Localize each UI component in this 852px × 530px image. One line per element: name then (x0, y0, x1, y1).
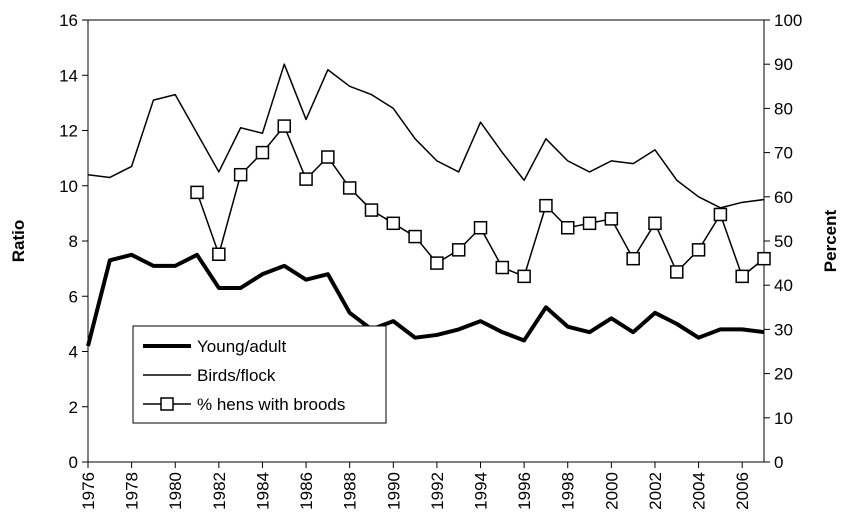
series-marker (626, 251, 640, 266)
y2-tick-label: 40 (774, 276, 793, 295)
series-marker (648, 216, 662, 231)
legend-marker (160, 397, 174, 411)
series-marker (342, 181, 357, 195)
y-tick-label: 2 (69, 398, 78, 417)
series-marker (604, 212, 619, 226)
y2-tick-label: 0 (774, 453, 783, 472)
y2-tick-label: 60 (774, 188, 793, 207)
x-tick-label: 2006 (733, 472, 752, 510)
y2-tick-label: 100 (774, 11, 802, 30)
x-tick-label: 2000 (602, 472, 621, 510)
series-marker (364, 203, 379, 217)
legend-label: Young/adult (197, 337, 286, 356)
series-marker (691, 243, 706, 257)
x-tick-label: 1992 (428, 472, 447, 510)
series-line (86, 252, 765, 347)
series-marker (713, 207, 728, 222)
x-tick-label: 2004 (690, 472, 709, 510)
series-marker (582, 216, 597, 231)
series-marker (255, 145, 270, 160)
x-tick-label: 1984 (253, 472, 272, 510)
series-marker (233, 167, 248, 182)
x-tick-label: 2002 (646, 472, 665, 510)
series-line (196, 125, 765, 278)
y2-tick-label: 70 (774, 144, 793, 163)
y-axis-title: Ratio (9, 220, 28, 263)
y-tick-label: 4 (69, 343, 78, 362)
y2-tick-label: 20 (774, 365, 793, 384)
series-marker (670, 265, 684, 279)
x-tick-label: 1976 (79, 472, 98, 510)
y-tick-label: 0 (69, 453, 78, 472)
y-tick-label: 8 (69, 232, 78, 251)
series-marker (560, 220, 575, 235)
series-marker (495, 260, 510, 275)
y2-tick-label: 30 (774, 320, 793, 339)
y-tick-label: 16 (59, 11, 78, 30)
x-tick-label: 1994 (472, 472, 491, 510)
y-tick-label: 6 (69, 287, 78, 306)
y-tick-label: 10 (59, 177, 78, 196)
series-marker (408, 229, 422, 244)
x-tick-label: 1996 (515, 472, 534, 510)
legend-label: % hens with broods (197, 395, 345, 414)
y2-tick-label: 90 (774, 55, 793, 74)
x-tick-label: 1990 (384, 472, 403, 510)
series-marker (735, 269, 749, 284)
series-marker (473, 220, 488, 235)
series-marker (321, 150, 335, 164)
series-marker (451, 243, 466, 257)
series-marker (517, 269, 531, 284)
legend-label: Birds/flock (197, 366, 276, 385)
y-tick-label: 12 (59, 122, 78, 141)
series-marker (212, 247, 226, 262)
y-tick-label: 14 (59, 66, 78, 85)
x-tick-label: 1986 (297, 472, 316, 510)
series-marker (539, 198, 553, 213)
series-marker (430, 256, 444, 270)
series-marker (277, 119, 292, 133)
series-marker (386, 216, 401, 231)
series-marker (757, 251, 771, 266)
x-tick-label: 1982 (210, 472, 229, 510)
y2-axis-title: Percent (821, 209, 840, 272)
series-marker (299, 172, 313, 186)
y2-tick-label: 50 (774, 232, 793, 251)
x-tick-label: 1978 (123, 472, 142, 510)
x-tick-label: 1980 (166, 472, 185, 510)
y2-tick-label: 80 (774, 99, 793, 118)
x-tick-label: 1988 (341, 472, 360, 510)
y2-tick-label: 10 (774, 409, 793, 428)
x-tick-label: 1998 (559, 472, 578, 510)
series-marker (190, 185, 204, 200)
series-line (87, 63, 765, 209)
